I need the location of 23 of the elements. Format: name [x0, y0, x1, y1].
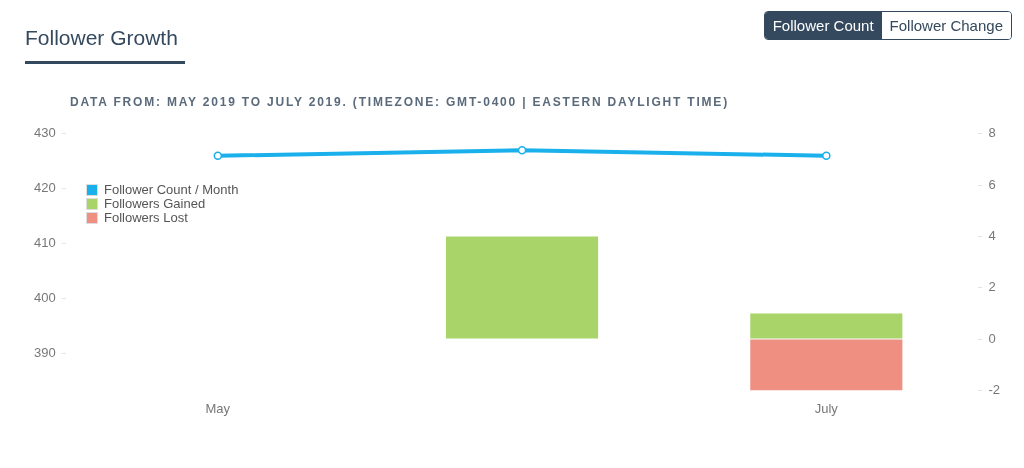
bar: [446, 236, 599, 339]
y2-tick-label: 8: [988, 125, 996, 141]
legend-label: Followers Gained: [104, 196, 206, 211]
x-tick-label: May: [205, 400, 231, 416]
chart-subtitle: DATA FROM: MAY 2019 TO JULY 2019. (TIMEZONE: GMT-0400 | EASTERN DAYLIGHT TIME): [70, 95, 729, 109]
bar: [750, 313, 903, 339]
bar: [750, 339, 903, 391]
y-tick-label: 390: [33, 345, 56, 361]
y2-tick-label: 6: [988, 176, 996, 192]
text: Follower Count: [764, 12, 882, 39]
legend-label: Follower Count / Month: [104, 182, 239, 197]
y2-tick-label: 2: [988, 279, 996, 295]
y-tick-label: 430: [33, 125, 56, 141]
legend-label: Followers Lost: [104, 210, 188, 225]
y-tick-label: 400: [33, 290, 56, 306]
chart-title: Follower Growth: [25, 26, 178, 50]
y-tick-label: 410: [33, 235, 56, 251]
y2-tick-label: 0: [988, 330, 996, 346]
y2-tick-label: -2: [988, 381, 1000, 397]
y2-tick-label: 4: [988, 228, 996, 244]
y-tick-label: 420: [33, 180, 56, 196]
x-tick-label: July: [814, 400, 839, 416]
text: Follower Change: [881, 12, 1011, 39]
